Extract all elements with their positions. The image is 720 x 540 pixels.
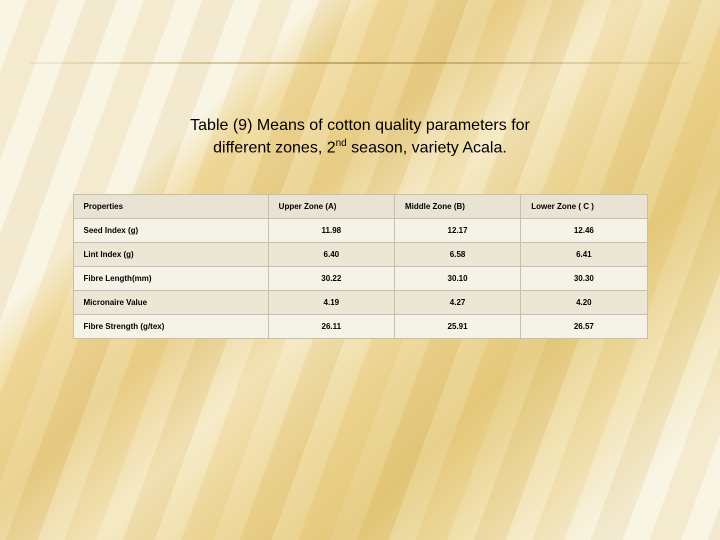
row-label: Seed Index (g) — [73, 218, 268, 242]
title-line-2b: season, variety Acala. — [347, 139, 507, 156]
row-label: Fibre Strength (g/tex) — [73, 314, 268, 338]
cell-value: 30.30 — [521, 266, 647, 290]
col-header-lower: Lower Zone ( C ) — [521, 194, 647, 218]
title-line-1: Table (9) Means of cotton quality parame… — [190, 117, 530, 134]
table-row: Micronaire Value 4.19 4.27 4.20 — [73, 290, 647, 314]
cotton-quality-table: Properties Upper Zone (A) Middle Zone (B… — [73, 194, 648, 339]
cell-value: 4.20 — [521, 290, 647, 314]
title-line-2a: different zones, 2 — [213, 139, 335, 156]
title-superscript: nd — [336, 138, 347, 149]
table-row: Fibre Length(mm) 30.22 30.10 30.30 — [73, 266, 647, 290]
row-label: Fibre Length(mm) — [73, 266, 268, 290]
cell-value: 25.91 — [394, 314, 520, 338]
cell-value: 30.22 — [268, 266, 394, 290]
cell-value: 4.27 — [394, 290, 520, 314]
cell-value: 30.10 — [394, 266, 520, 290]
cell-value: 26.11 — [268, 314, 394, 338]
table-container: Properties Upper Zone (A) Middle Zone (B… — [73, 194, 648, 339]
table-row: Fibre Strength (g/tex) 26.11 25.91 26.57 — [73, 314, 647, 338]
cell-value: 6.41 — [521, 242, 647, 266]
cell-value: 11.98 — [268, 218, 394, 242]
row-label: Micronaire Value — [73, 290, 268, 314]
cell-value: 12.46 — [521, 218, 647, 242]
col-header-middle: Middle Zone (B) — [394, 194, 520, 218]
cell-value: 12.17 — [394, 218, 520, 242]
cell-value: 26.57 — [521, 314, 647, 338]
cell-value: 4.19 — [268, 290, 394, 314]
table-title: Table (9) Means of cotton quality parame… — [190, 115, 530, 159]
cell-value: 6.40 — [268, 242, 394, 266]
table-row: Lint Index (g) 6.40 6.58 6.41 — [73, 242, 647, 266]
table-header-row: Properties Upper Zone (A) Middle Zone (B… — [73, 194, 647, 218]
slide-content: Table (9) Means of cotton quality parame… — [0, 0, 720, 339]
col-header-properties: Properties — [73, 194, 268, 218]
cell-value: 6.58 — [394, 242, 520, 266]
row-label: Lint Index (g) — [73, 242, 268, 266]
col-header-upper: Upper Zone (A) — [268, 194, 394, 218]
table-row: Seed Index (g) 11.98 12.17 12.46 — [73, 218, 647, 242]
